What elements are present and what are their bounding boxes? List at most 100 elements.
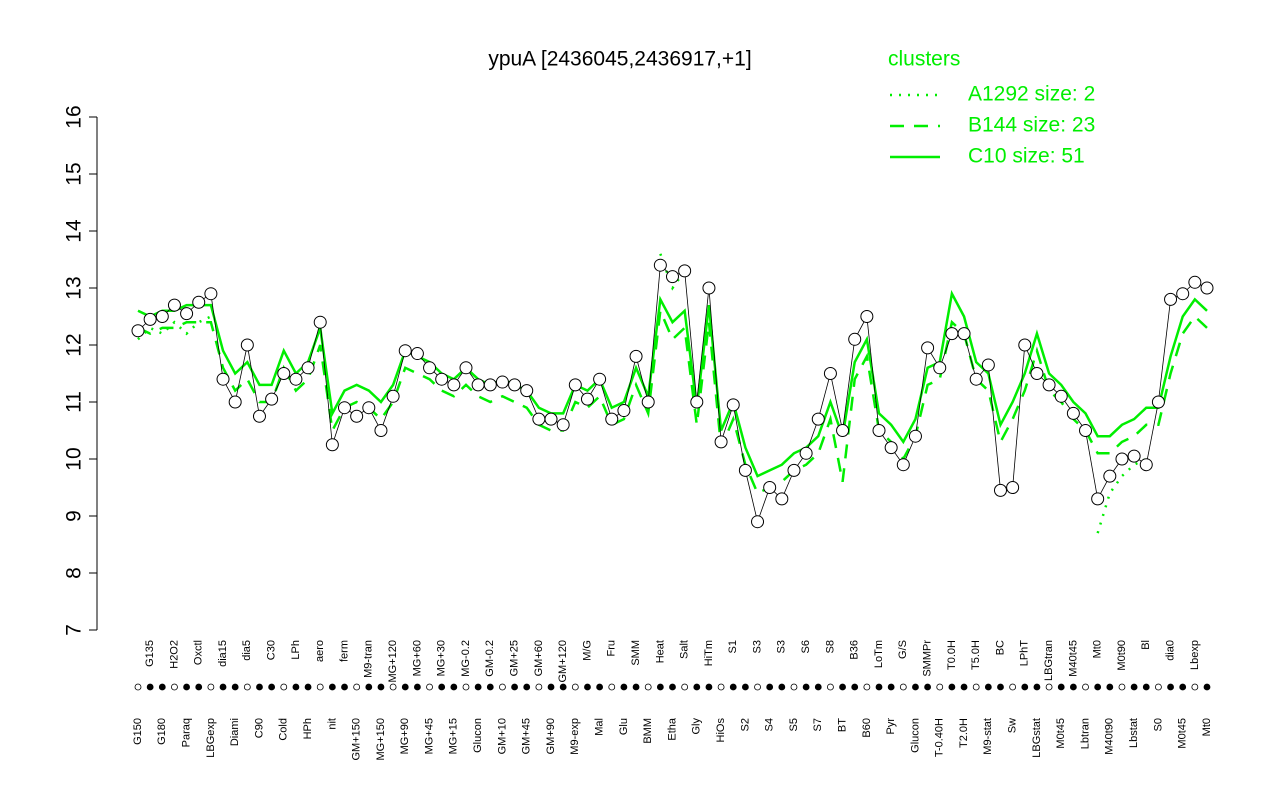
sample-point [848, 332, 862, 346]
y-tick-label: 13 [63, 276, 86, 299]
sample-point [811, 412, 825, 426]
x-tick-label: GM+10 [496, 718, 508, 754]
x-tick-label: G/S [897, 640, 909, 659]
rug-marker [924, 683, 932, 691]
sample-point [1188, 275, 1202, 289]
x-tick-label: G150 [132, 718, 144, 745]
x-tick-label: Gly [691, 718, 703, 735]
chart-title: ypuA [2436045,2436917,+1] [488, 48, 751, 71]
x-tick-label: Mal [594, 718, 606, 736]
sample-point [1151, 395, 1165, 409]
rug-marker [656, 683, 664, 691]
sample-point [228, 395, 242, 409]
sample-point [180, 307, 194, 321]
x-tick-label: MG-0.2 [460, 640, 472, 677]
rug-marker [632, 683, 640, 691]
rug-marker [729, 683, 737, 691]
sample-point [653, 258, 667, 272]
sample-point [495, 375, 509, 389]
rug-marker [1118, 683, 1126, 691]
x-tick-label: M9-tran [363, 640, 375, 678]
x-tick-label: S5 [788, 718, 800, 731]
rug-marker [535, 683, 543, 691]
x-tick-label: BT [836, 718, 848, 732]
x-tick-label: Lbexp [1189, 640, 1201, 670]
rug-marker [195, 683, 203, 691]
rug-marker [243, 683, 251, 691]
y-tick-label: 16 [63, 105, 86, 128]
rug-marker [499, 683, 506, 691]
sample-point [252, 409, 266, 423]
rug-marker [280, 683, 288, 691]
x-tick-label: BC [994, 640, 1006, 655]
sample-point [799, 446, 813, 460]
rug-marker [851, 683, 859, 691]
sample-point [350, 409, 364, 423]
sample-point [1066, 406, 1080, 420]
y-tick-label: 9 [63, 510, 86, 522]
rug-marker [438, 683, 446, 691]
sample-point [398, 344, 412, 358]
x-tick-label: Salt [679, 640, 691, 659]
x-tick-label: C30 [266, 640, 278, 660]
rug-marker [584, 683, 591, 691]
x-tick-label: M/G [581, 640, 593, 661]
x-tick-label: HiOs [715, 718, 727, 743]
sample-point [338, 401, 352, 415]
rug-marker [827, 683, 834, 691]
x-tick-label: M0t45 [1055, 718, 1067, 749]
sample-point [617, 404, 631, 418]
rug-marker [426, 683, 433, 691]
x-tick-label: S6 [800, 640, 812, 653]
rug-marker [887, 683, 895, 691]
rug-marker [1179, 683, 1187, 691]
rug-marker [511, 683, 518, 691]
sample-point [471, 378, 485, 392]
y-tick-label: 7 [63, 624, 86, 636]
sample-point [641, 395, 655, 409]
sample-point [1006, 481, 1020, 494]
rug-marker [717, 683, 725, 691]
x-tick-label: MG+15 [448, 718, 460, 754]
x-tick-label: Bl [1140, 640, 1152, 650]
rug-marker [754, 683, 761, 691]
sample-point [277, 367, 291, 380]
y-tick-label: 11 [63, 391, 86, 413]
sample-point [374, 424, 388, 437]
sample-point [556, 418, 570, 432]
x-tick-label: GM+25 [508, 640, 520, 676]
x-tick-label: ferm [338, 640, 350, 662]
x-tick-label: G135 [144, 640, 156, 667]
x-tick-label: nit [326, 718, 338, 730]
rug-marker [158, 683, 166, 691]
sample-line [137, 264, 1208, 524]
rug-marker [377, 683, 385, 691]
rug-marker [790, 683, 798, 691]
sample-point [751, 515, 765, 529]
rug-marker [1033, 683, 1041, 691]
x-tick-label: T-0.40H [934, 718, 946, 757]
x-tick-label: Paraq [180, 718, 192, 747]
rug-marker [875, 683, 883, 691]
x-tick-label: GM+120 [557, 640, 569, 683]
x-tick-label: S0 [1152, 718, 1164, 731]
rug-marker [1106, 683, 1114, 691]
rug-marker [778, 683, 786, 691]
sample-point [738, 463, 752, 477]
sample-point [1176, 287, 1190, 301]
sample-point [167, 298, 181, 312]
rug-marker [644, 683, 652, 691]
x-tick-label: LPhT [1019, 640, 1031, 667]
x-tick-label: S7 [812, 718, 824, 731]
legend-label: C10 size: 51 [968, 145, 1085, 168]
x-tick-label: GM+90 [545, 718, 557, 754]
sample-point [1115, 452, 1129, 466]
sample-point [629, 349, 643, 363]
rug-marker [1203, 683, 1211, 691]
rug-marker [1021, 683, 1029, 691]
x-tick-label: HPh [302, 718, 314, 739]
rug-marker [1094, 683, 1102, 691]
x-tick-label: T2.0H [958, 718, 970, 748]
sample-point [690, 395, 704, 409]
sample-point [143, 312, 157, 326]
